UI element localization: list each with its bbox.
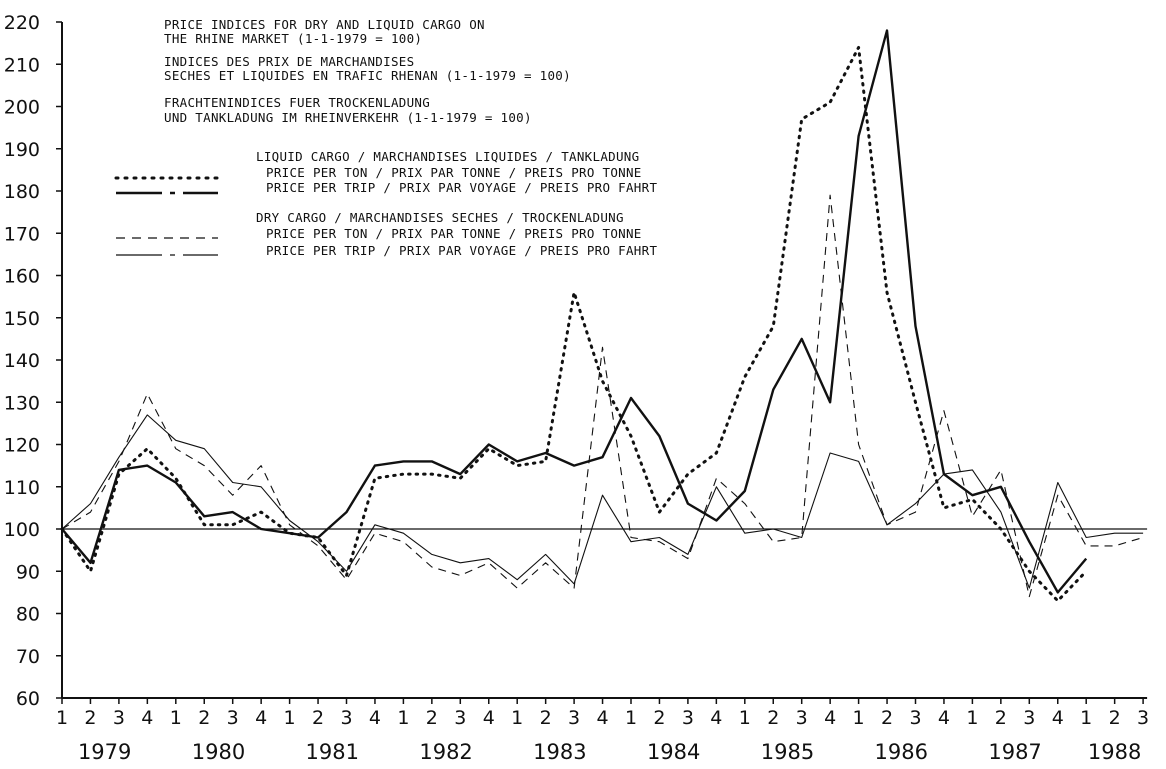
y-tick-label: 190	[4, 139, 40, 161]
x-tick-label: 4	[938, 707, 950, 729]
x-tick-label: 3	[340, 707, 352, 729]
title-en-line1: PRICE INDICES FOR DRY AND LIQUID CARGO O…	[164, 17, 485, 32]
x-tick-label: 2	[198, 707, 210, 729]
x-tick-label: 4	[483, 707, 495, 729]
y-tick-label: 90	[16, 561, 40, 583]
year-label: 1979	[78, 740, 131, 764]
y-tick-label: 120	[4, 435, 40, 457]
x-tick-label: 2	[540, 707, 552, 729]
y-tick-label: 110	[4, 477, 40, 499]
y-tick-label: 130	[4, 392, 40, 414]
x-tick-label: 2	[84, 707, 96, 729]
series-lines	[60, 29, 1144, 603]
x-tick-label: 3	[682, 707, 694, 729]
year-label: 1983	[533, 740, 586, 764]
y-tick-label: 170	[4, 223, 40, 245]
x-tick-label: 1	[397, 707, 409, 729]
title-fr-line1: INDICES DES PRIX DE MARCHANDISES	[164, 54, 414, 69]
series-line-liquid-trip	[61, 29, 1088, 594]
x-tick-label: 3	[227, 707, 239, 729]
y-tick-label: 140	[4, 350, 40, 372]
title-de-line1: FRACHTENINDICES FUER TROCKENLADUNG	[164, 95, 430, 110]
y-tick-label: 200	[4, 97, 40, 119]
x-tick-label: 4	[824, 707, 836, 729]
axes	[56, 21, 1148, 704]
x-tick-label: 4	[369, 707, 381, 729]
x-tick-label: 4	[255, 707, 267, 729]
x-tick-label: 2	[653, 707, 665, 729]
year-label: 1982	[419, 740, 472, 764]
x-tick-label: 3	[796, 707, 808, 729]
x-tick-label: 1	[284, 707, 296, 729]
series-line-dry-ton	[61, 194, 1144, 598]
series-line-dry-trip	[61, 414, 1144, 589]
x-tick-label: 1	[56, 707, 68, 729]
legend-dry-ton-label: PRICE PER TON / PRIX PAR TONNE / PREIS P…	[266, 226, 642, 241]
x-tick-label: 4	[141, 707, 153, 729]
y-tick-label: 220	[4, 12, 40, 34]
legend-dry-trip-label: PRICE PER TRIP / PRIX PAR VOYAGE / PREIS…	[266, 243, 657, 258]
x-tick-label: 3	[113, 707, 125, 729]
x-tick-label: 1	[170, 707, 182, 729]
x-tick-label: 4	[710, 707, 722, 729]
x-tick-label: 1	[853, 707, 865, 729]
y-tick-label: 100	[4, 519, 40, 541]
x-tick-label: 2	[1109, 707, 1121, 729]
x-tick-label: 2	[312, 707, 324, 729]
x-tick-label: 1	[966, 707, 978, 729]
year-label: 1988	[1088, 740, 1141, 764]
legend-liquid-ton-label: PRICE PER TON / PRIX PAR TONNE / PREIS P…	[266, 165, 642, 180]
title-en-line2: THE RHINE MARKET (1-1-1979 = 100)	[164, 31, 422, 46]
year-label: 1980	[192, 740, 245, 764]
x-tick-label: 1	[1080, 707, 1092, 729]
x-tick-label: 1	[625, 707, 637, 729]
y-tick-label: 70	[16, 646, 40, 668]
x-tick-label: 2	[881, 707, 893, 729]
year-label: 1985	[761, 740, 814, 764]
y-tick-label: 180	[4, 181, 40, 203]
x-tick-label: 3	[454, 707, 466, 729]
chart-title: PRICE INDICES FOR DRY AND LIQUID CARGO O…	[164, 17, 571, 125]
y-tick-label: 210	[4, 54, 40, 76]
x-tick-label: 3	[1023, 707, 1035, 729]
title-de-line2: UND TANKLADUNG IM RHEINVERKEHR (1-1-1979…	[164, 110, 532, 125]
year-label: 1981	[306, 740, 359, 764]
y-tick-label: 160	[4, 266, 40, 288]
x-tick-label: 1	[739, 707, 751, 729]
y-tick-labels: 60 70 80 90 100 110 120 130 140 150 160 170 180 190 20…	[4, 12, 40, 710]
x-tick-label: 2	[767, 707, 779, 729]
x-tick-label: 1	[511, 707, 523, 729]
year-label: 1984	[647, 740, 700, 764]
title-fr-line2: SECHES ET LIQUIDES EN TRAFIC RHENAN (1-1…	[164, 68, 571, 83]
y-tick-label: 80	[16, 604, 40, 626]
x-tick-label: 3	[568, 707, 580, 729]
legend: LIQUID CARGO / MARCHANDISES LIQUIDES / T…	[114, 149, 657, 258]
x-tick-label: 3	[1137, 707, 1149, 729]
legend-liquid-trip-label: PRICE PER TRIP / PRIX PAR VOYAGE / PREIS…	[266, 180, 657, 195]
x-tick-label: 2	[995, 707, 1007, 729]
y-tick-label: 60	[16, 688, 40, 710]
x-tick-label: 4	[597, 707, 609, 729]
x-tick-label: 4	[1052, 707, 1064, 729]
series-line-liquid-ton	[60, 45, 1088, 603]
legend-dry-header: DRY CARGO / MARCHANDISES SECHES / TROCKE…	[256, 210, 624, 225]
y-tick-label: 150	[4, 308, 40, 330]
year-label: 1987	[988, 740, 1041, 764]
year-label: 1986	[875, 740, 928, 764]
year-labels: 1979 1980 1981 1982 1983 1984 1985 1986 1987 1988	[78, 740, 1141, 764]
legend-liquid-header: LIQUID CARGO / MARCHANDISES LIQUIDES / T…	[256, 149, 639, 164]
x-tick-label: 2	[426, 707, 438, 729]
x-tick-label: 3	[909, 707, 921, 729]
